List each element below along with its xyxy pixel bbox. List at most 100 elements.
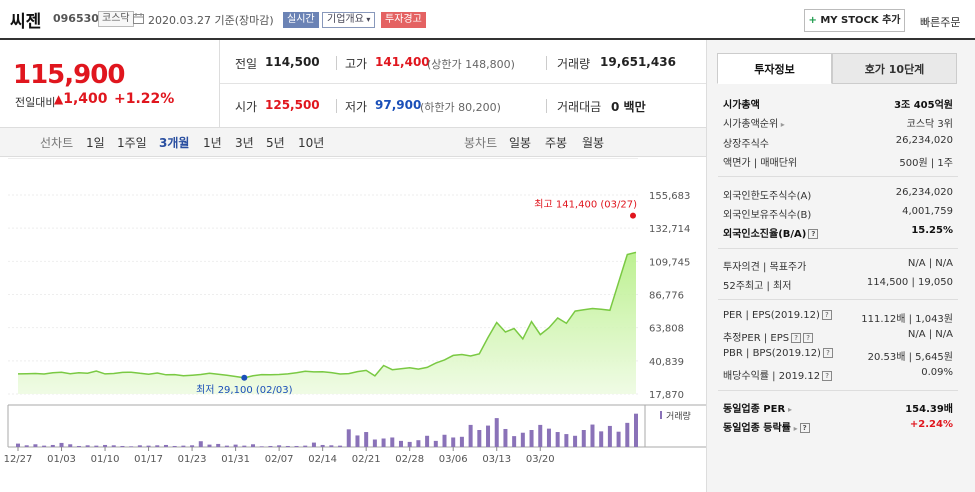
help-icon[interactable]: ? — [791, 333, 802, 343]
volume-bar — [599, 431, 604, 447]
open-label: 시가 — [235, 100, 258, 114]
company-overview-dropdown[interactable]: 기업개요 ▾ — [322, 12, 376, 28]
panel-divider — [718, 176, 958, 177]
price-change: ▲1,400 — [54, 91, 108, 107]
summary-separator — [546, 56, 547, 70]
summary-row-divider — [220, 83, 706, 84]
volume-bar — [111, 445, 116, 447]
prev-close-label: 전일 — [235, 57, 258, 71]
info-label: 52주최고 | 최저 — [723, 277, 791, 292]
candle-weekly[interactable]: 주봉 — [545, 136, 568, 150]
up-triangle-icon: ▲ — [54, 92, 64, 106]
volume-bar — [607, 425, 612, 447]
info-value: 114,500 | 19,050 — [866, 277, 953, 288]
help-icon[interactable]: ? — [803, 333, 814, 343]
y-tick-label: 40,839 — [649, 357, 684, 368]
info-label-text: 상장주식수 — [723, 139, 769, 150]
info-label-text: 외국인소진율(B/A) — [723, 229, 807, 240]
panel-divider — [718, 248, 958, 249]
volume-bar — [277, 445, 282, 447]
info-label: 외국인한도주식수(A) — [723, 187, 811, 202]
candle-daily[interactable]: 일봉 — [509, 136, 532, 150]
volume-bar — [33, 444, 38, 447]
period-1day[interactable]: 1일 — [86, 136, 105, 150]
expand-arrow-icon[interactable]: ▸ — [778, 120, 785, 129]
trade-amount-value: 0 백만 — [611, 100, 646, 114]
volume-bar — [24, 445, 29, 447]
info-label-text: 52주최고 | 최저 — [723, 281, 792, 292]
volume-bar — [486, 425, 491, 447]
volume-bar — [425, 435, 430, 447]
quick-order-link[interactable]: 빠른주문 — [920, 16, 961, 29]
volume-bar — [512, 436, 517, 447]
x-tick-label: 01/23 — [178, 454, 207, 465]
info-label-text: 시가총액순위 — [723, 119, 779, 130]
volume-bar — [137, 445, 142, 447]
help-icon[interactable]: ? — [822, 371, 833, 381]
info-value: 26,234,020 — [895, 187, 953, 198]
info-label-text: 동일업종 등락률 — [723, 423, 791, 434]
volume-bar — [42, 445, 47, 447]
volume-bar — [546, 428, 551, 447]
line-chart-label: 선차트 — [40, 136, 74, 150]
period-3month[interactable]: 3개월 — [159, 136, 190, 150]
info-value: 코스닥 3위 — [906, 119, 953, 130]
period-10year[interactable]: 10년 — [298, 136, 325, 150]
info-label: PBR | BPS(2019.12)? — [723, 348, 833, 359]
period-bar — [0, 127, 706, 157]
info-label: 추정PER | EPS?? — [723, 329, 814, 344]
volume-bar — [303, 445, 308, 447]
help-icon[interactable]: ? — [799, 423, 810, 433]
volume-bar — [372, 439, 377, 447]
volume-bar — [68, 444, 73, 447]
caret-down-icon: ▾ — [363, 15, 371, 24]
volume-bar — [590, 424, 595, 447]
period-5year[interactable]: 5년 — [266, 136, 285, 150]
volume-legend-swatch — [660, 411, 662, 419]
help-icon[interactable]: ? — [808, 229, 819, 239]
y-tick-label: 86,776 — [649, 291, 684, 302]
volume-bar — [320, 444, 325, 447]
y-tick-label: 109,745 — [649, 257, 690, 268]
x-tick-label: 03/06 — [439, 454, 468, 465]
expand-arrow-icon[interactable]: ▸ — [785, 405, 792, 414]
tab-investment-info[interactable]: 투자정보 — [717, 53, 832, 84]
info-value: N/A | N/A — [907, 329, 953, 340]
candle-monthly[interactable]: 월봉 — [582, 136, 605, 150]
current-price: 115,900 — [13, 60, 125, 90]
volume-bar — [268, 445, 273, 447]
y-tick-label: 17,870 — [649, 390, 684, 401]
volume-bar — [346, 429, 351, 447]
price-box — [0, 40, 220, 127]
x-tick-label: 02/21 — [352, 454, 381, 465]
volume-bar — [129, 446, 134, 447]
info-value: 4,001,759 — [902, 206, 953, 217]
volume-bar — [163, 444, 168, 447]
investment-warning-badge: 투자경고 — [381, 12, 426, 28]
help-icon[interactable]: ? — [822, 348, 833, 358]
info-label-text: 외국인보유주식수(B) — [723, 210, 812, 221]
header-divider — [0, 38, 975, 40]
volume-bar — [146, 445, 151, 447]
tab-orderbook[interactable]: 호가 10단계 — [832, 53, 957, 84]
x-tick-label: 03/20 — [526, 454, 555, 465]
x-tick-label: 01/17 — [134, 454, 163, 465]
info-value: 3조 405억원 — [894, 100, 953, 111]
volume-bar — [50, 444, 55, 447]
volume-bar — [155, 445, 160, 447]
period-1year[interactable]: 1년 — [203, 136, 222, 150]
realtime-button[interactable]: 실시간 — [283, 12, 319, 28]
info-label-text: PER | EPS(2019.12) — [723, 310, 820, 321]
info-value: 26,234,020 — [895, 135, 953, 146]
volume-bar — [407, 441, 412, 447]
expand-arrow-icon[interactable]: ▸ — [790, 424, 798, 433]
add-mystock-button[interactable]: + MY STOCK 추가 — [804, 9, 905, 32]
volume-bar — [355, 435, 360, 447]
help-icon[interactable]: ? — [821, 310, 832, 320]
stock-code: 096530 — [53, 12, 99, 25]
panel-divider — [718, 390, 958, 391]
min-point-marker — [241, 374, 248, 381]
period-3year[interactable]: 3년 — [235, 136, 254, 150]
volume-bar — [616, 431, 621, 447]
period-1week[interactable]: 1주일 — [117, 136, 147, 150]
